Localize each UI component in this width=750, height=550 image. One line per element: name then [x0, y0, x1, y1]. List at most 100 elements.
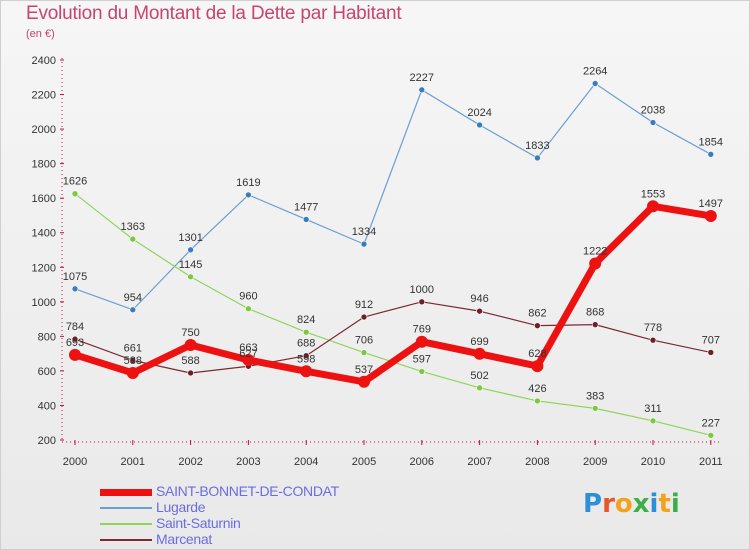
data-label-marcenat: 868 [586, 307, 604, 319]
logo-letter: x [632, 489, 650, 519]
data-label-saint-saturnin: 1626 [63, 176, 87, 188]
y-tick-label: 2200 [32, 90, 56, 102]
data-point-saint-saturnin [187, 273, 194, 281]
data-point-saint-bonnet-de-condat [704, 209, 717, 222]
data-label-lugarde: 1854 [699, 136, 723, 148]
x-tick-label: 2002 [178, 456, 202, 468]
data-point-lugarde [534, 154, 541, 162]
logo-letter: i [670, 489, 680, 519]
data-label-marcenat: 688 [297, 338, 315, 350]
data-label-saint-bonnet-de-condat: 537 [355, 364, 373, 376]
data-label-saint-bonnet-de-condat: 1497 [699, 198, 723, 210]
data-point-lugarde [591, 80, 599, 87]
data-point-saint-bonnet-de-condat [473, 347, 486, 360]
data-point-marcenat [302, 352, 310, 360]
legend-swatch [100, 523, 152, 525]
data-point-lugarde [71, 285, 79, 293]
y-tick-label: 1000 [32, 297, 56, 309]
data-label-saint-saturnin: 502 [470, 370, 488, 382]
data-label-saint-bonnet-de-condat: 699 [470, 336, 488, 348]
data-label-marcenat: 627 [239, 348, 257, 360]
data-label-lugarde: 2038 [641, 105, 665, 117]
x-tick-label: 2008 [525, 456, 549, 468]
x-tick-label: 2003 [236, 456, 260, 468]
data-point-lugarde [302, 216, 310, 223]
data-point-marcenat [591, 321, 599, 328]
data-point-saint-bonnet-de-condat [184, 339, 197, 351]
proxiti-logo: Proxiti [583, 489, 680, 519]
data-point-lugarde [187, 246, 194, 254]
data-point-marcenat [534, 322, 541, 329]
data-label-lugarde: 2024 [467, 107, 491, 119]
data-label-saint-saturnin: 824 [297, 314, 315, 326]
data-label-saint-saturnin: 383 [586, 390, 604, 402]
legend-swatch [100, 539, 152, 541]
y-tick-label: 400 [38, 400, 56, 412]
x-tick-label: 2004 [294, 456, 318, 468]
data-label-lugarde: 2264 [583, 65, 607, 77]
series-line-saint-bonnet-de-condat [73, 202, 712, 386]
data-point-marcenat [418, 298, 426, 306]
chart-subtitle: (en €) [26, 28, 55, 40]
legend-label: Marcenat [156, 531, 212, 547]
data-point-saint-saturnin [649, 417, 657, 425]
data-label-saint-bonnet-de-condat: 1553 [641, 188, 665, 200]
data-point-marcenat [476, 307, 483, 315]
data-point-saint-bonnet-de-condat [242, 354, 255, 367]
data-label-saint-saturnin: 1145 [179, 259, 203, 271]
data-point-saint-bonnet-de-condat [531, 360, 544, 373]
data-point-lugarde [707, 151, 715, 158]
data-point-marcenat [129, 357, 137, 364]
data-point-lugarde [476, 121, 483, 129]
data-point-saint-saturnin [71, 190, 79, 197]
y-tick-label: 200 [38, 435, 56, 447]
data-label-saint-saturnin: 706 [355, 335, 373, 347]
data-label-marcenat: 912 [355, 299, 373, 311]
data-point-saint-saturnin [707, 432, 715, 439]
data-point-saint-saturnin [129, 235, 137, 243]
data-point-saint-saturnin [591, 405, 599, 412]
y-tick-label: 1400 [32, 228, 56, 240]
data-label-marcenat: 784 [66, 321, 84, 333]
data-point-marcenat [649, 336, 657, 344]
data-point-lugarde [245, 191, 252, 199]
data-label-saint-bonnet-de-condat: 1222 [583, 245, 607, 257]
data-label-marcenat: 778 [644, 322, 662, 334]
data-label-saint-bonnet-de-condat: 750 [181, 327, 199, 339]
data-label-saint-saturnin: 1363 [121, 221, 145, 233]
data-label-saint-bonnet-de-condat: 769 [413, 324, 431, 336]
data-label-saint-bonnet-de-condat: 628 [528, 348, 546, 360]
y-tick-label: 1600 [32, 193, 56, 205]
data-label-lugarde: 1833 [525, 140, 549, 152]
data-label-marcenat: 588 [181, 355, 199, 367]
data-label-lugarde: 1334 [352, 226, 376, 238]
x-tick-label: 2011 [699, 456, 723, 468]
data-point-saint-bonnet-de-condat [415, 335, 428, 348]
data-point-saint-bonnet-de-condat [69, 348, 81, 361]
legend-swatch [100, 488, 152, 496]
data-label-lugarde: 1619 [236, 177, 260, 189]
logo-letter: t [658, 489, 671, 519]
data-label-marcenat: 1000 [410, 284, 434, 296]
data-label-saint-saturnin: 227 [702, 417, 720, 429]
y-tick-label: 800 [38, 331, 56, 343]
series-layer [69, 80, 717, 439]
series-line-lugarde [74, 82, 712, 311]
data-point-saint-bonnet-de-condat [126, 366, 139, 379]
logo-letter: r [602, 489, 615, 519]
data-point-saint-saturnin [476, 384, 483, 392]
logo-letter: P [583, 489, 603, 519]
data-point-saint-saturnin [245, 305, 252, 313]
axes: 200 400 600 800 1000 1200 1400 1600 1800 2000 2200… [32, 55, 723, 468]
logo-letter: i [649, 489, 659, 519]
x-tick-label: 2001 [121, 456, 145, 468]
data-labels: 693 588 750 663 598 537 769 699 628 1222 1553 1497 1… [63, 65, 723, 429]
data-point-lugarde [649, 119, 657, 126]
data-point-lugarde [129, 306, 137, 314]
chart-title: Evolution du Montant de la Dette par Hab… [26, 3, 402, 24]
data-point-saint-saturnin [360, 349, 368, 356]
data-label-marcenat: 707 [702, 334, 720, 346]
data-label-saint-bonnet-de-condat: 598 [297, 353, 315, 365]
